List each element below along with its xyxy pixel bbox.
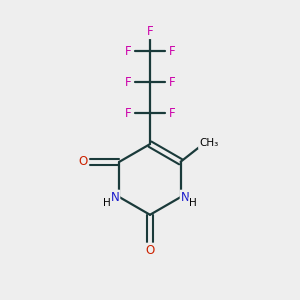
Text: F: F xyxy=(169,45,175,58)
Text: F: F xyxy=(125,45,131,58)
Text: H: H xyxy=(103,198,111,208)
Text: F: F xyxy=(125,107,131,120)
Text: F: F xyxy=(125,76,131,89)
Text: O: O xyxy=(146,244,154,256)
Text: H: H xyxy=(189,198,197,208)
Text: O: O xyxy=(78,155,87,168)
Text: F: F xyxy=(169,107,175,120)
Text: F: F xyxy=(147,25,153,38)
Text: F: F xyxy=(169,76,175,89)
Text: N: N xyxy=(181,190,189,204)
Text: N: N xyxy=(111,190,119,204)
Text: CH₃: CH₃ xyxy=(199,138,218,148)
